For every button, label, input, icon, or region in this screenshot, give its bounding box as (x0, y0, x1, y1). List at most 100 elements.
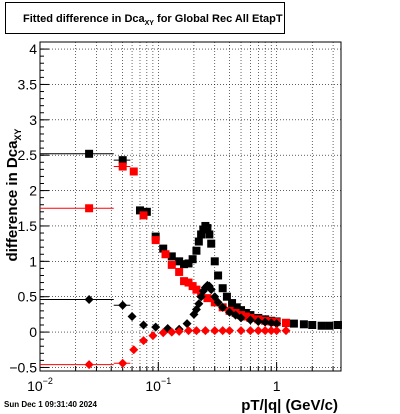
data-point-square (203, 294, 212, 303)
data-point-diamond (191, 326, 201, 336)
chart-title-subscript: XY (144, 20, 154, 27)
data-point-square (325, 321, 334, 330)
data-point-square (333, 321, 342, 330)
data-point-diamond (266, 326, 276, 336)
data-point-square (308, 321, 317, 330)
data-point-square (175, 257, 184, 266)
data-point-diamond (225, 326, 235, 336)
y-tick-label: 2 (29, 183, 37, 199)
data-point-square (289, 319, 298, 328)
data-point-square (281, 318, 290, 327)
data-point-square (232, 303, 241, 312)
y-tick-label: 0.5 (18, 289, 38, 305)
data-point-diamond (151, 322, 161, 332)
data-point-square (180, 277, 189, 286)
data-point-square (218, 284, 227, 293)
data-point-square (184, 278, 193, 287)
data-point-diamond (260, 326, 270, 336)
data-point-diamond (253, 316, 263, 326)
data-point-diamond (218, 326, 228, 336)
data-point-diamond (127, 312, 137, 322)
data-point-diamond (139, 320, 149, 330)
data-point-diamond (245, 326, 255, 336)
data-point-square (139, 211, 148, 220)
data-point-diamond (84, 295, 94, 305)
data-point-square (222, 292, 231, 301)
data-point-square (197, 230, 206, 239)
y-axis-title-main: difference in Dca (4, 140, 21, 262)
data-point-diamond (272, 326, 282, 336)
data-point-diamond (118, 358, 128, 368)
data-point-square (167, 260, 176, 269)
y-tick-label: −0.5 (9, 359, 37, 375)
data-point-diamond (236, 326, 246, 336)
data-point-square (167, 252, 176, 261)
y-tick-label: 1.5 (18, 218, 38, 234)
y-tick-labels: −0.5 0 0.5 1 1.5 2 2.5 3 3.5 4 (9, 41, 37, 375)
data-point-diamond (260, 317, 270, 327)
data-point-diamond (167, 327, 177, 337)
chart-title: Fitted difference in DcaXY for Global Re… (23, 13, 283, 27)
y-tick-label: 2.5 (18, 147, 38, 163)
data-point-square (184, 259, 193, 268)
x-tick-label: 10−1 (145, 376, 171, 394)
data-point-diamond (129, 345, 139, 355)
data-point-diamond (213, 297, 223, 307)
data-point-diamond (84, 360, 94, 370)
data-point-diamond (158, 328, 168, 338)
data-point-square (214, 271, 223, 280)
y-tick-label: 0 (29, 324, 37, 340)
data-point-diamond (174, 326, 184, 336)
y-tick-label: 4 (29, 41, 37, 57)
data-point-square (159, 244, 168, 253)
data-point-square (203, 224, 212, 233)
timestamp: Sun Dec 1 09:31:40 2024 (4, 400, 97, 409)
x-axis-title: pT/|q| (GeV/c) (241, 397, 338, 414)
data-point-square (180, 260, 189, 269)
data-point-square (161, 250, 170, 259)
data-point-diamond (200, 326, 210, 336)
data-point-diamond (218, 302, 228, 312)
data-point-square (207, 239, 216, 248)
y-axis-title-subscript: XY (13, 129, 23, 141)
data-point-diamond (245, 315, 255, 325)
data-point-square (129, 167, 138, 176)
x-tick-label: 10−2 (27, 376, 53, 394)
data-point-diamond (272, 319, 282, 329)
data-point-diamond (206, 285, 216, 295)
data-point-diamond (139, 336, 149, 346)
data-point-square (194, 237, 203, 246)
data-point-diamond (148, 331, 158, 341)
plot-frame (39, 41, 342, 372)
data-point-square (135, 206, 144, 215)
data-point-square (241, 312, 250, 321)
data-point-square (192, 246, 201, 255)
y-tick-label: 3.5 (18, 76, 38, 92)
data-point-square (118, 162, 127, 171)
data-point-square (85, 149, 94, 158)
data-point-diamond (253, 326, 263, 336)
data-point-diamond (184, 326, 194, 336)
data-point-diamond (118, 300, 128, 310)
data-point-square (85, 204, 94, 213)
data-point-diamond (281, 326, 291, 336)
y-axis-title: difference in DcaXY (4, 129, 23, 262)
data-point-diamond (194, 299, 204, 309)
x-tick-label: 1 (273, 378, 281, 394)
data-point-diamond (266, 318, 276, 328)
data-point-diamond (210, 326, 220, 336)
y-tick-label: 3 (29, 112, 37, 128)
chart-title-rest: for Global Rec All EtapT (153, 13, 283, 25)
chart-title-main: Fitted difference in Dca (23, 13, 145, 25)
data-point-square (192, 285, 201, 294)
y-tick-label: 1 (29, 253, 37, 269)
data-point-square (317, 321, 326, 330)
data-point-square (118, 156, 127, 165)
grid-layer (40, 42, 341, 371)
x-tick-labels: 10−2 10−1 1 (27, 376, 281, 394)
data-point-diamond (236, 313, 246, 323)
tick-marks (39, 48, 334, 371)
chart-title-box: Fitted difference in DcaXY for Global Re… (5, 2, 285, 34)
data-point-square (175, 267, 184, 276)
